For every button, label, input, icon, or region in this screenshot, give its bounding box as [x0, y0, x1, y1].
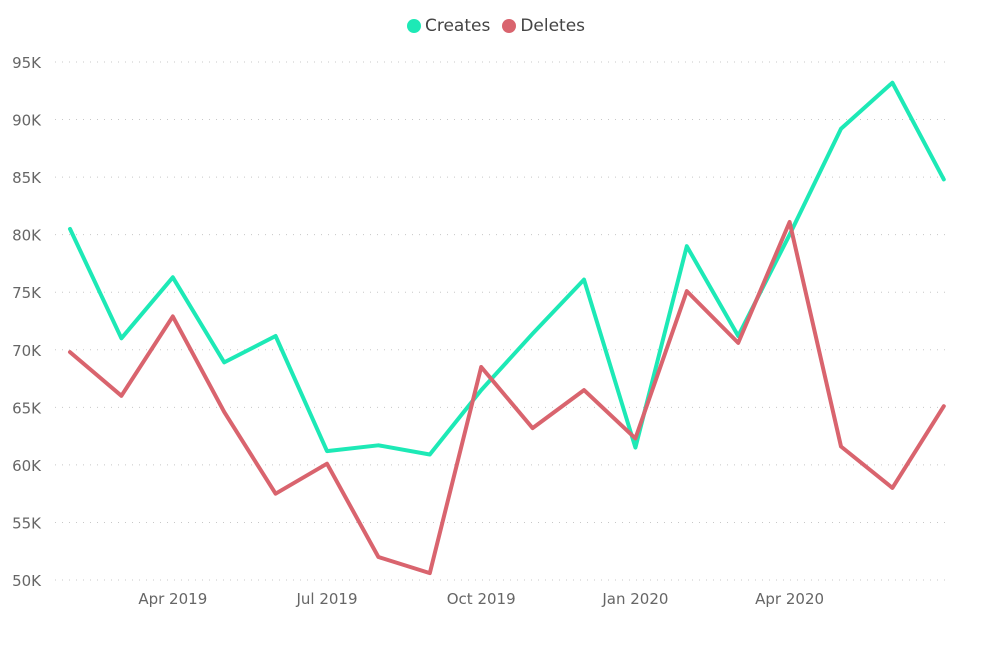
y-tick-label: 80K — [12, 227, 42, 245]
y-tick-label: 65K — [12, 399, 42, 417]
legend-label-creates: Creates — [424, 16, 491, 36]
x-tick-label: Oct 2019 — [447, 590, 516, 608]
y-tick-label: 70K — [12, 342, 42, 360]
legend-swatch-creates — [406, 19, 421, 33]
y-tick-label: 60K — [12, 457, 42, 475]
legend-swatch-deletes — [502, 19, 517, 33]
y-tick-label: 85K — [12, 169, 42, 187]
y-tick-label: 90K — [12, 112, 42, 130]
series-line-deletes — [68, 220, 946, 576]
x-tick-label: Jul 2019 — [295, 590, 357, 608]
legend-item-creates[interactable]: Creates — [406, 16, 491, 36]
y-tick-label: 55K — [12, 514, 42, 532]
legend-label-deletes: Deletes — [520, 16, 586, 36]
y-tick-label: 50K — [12, 572, 42, 590]
series-line-creates — [68, 80, 946, 457]
x-tick-label: Jan 2020 — [601, 590, 668, 608]
y-tick-label: 95K — [12, 54, 42, 72]
x-tick-label: Apr 2020 — [755, 590, 824, 608]
chart-legend: Creates Deletes — [0, 16, 992, 36]
x-tick-label: Apr 2019 — [138, 590, 207, 608]
legend-item-deletes[interactable]: Deletes — [502, 16, 585, 36]
y-tick-label: 75K — [12, 284, 42, 302]
